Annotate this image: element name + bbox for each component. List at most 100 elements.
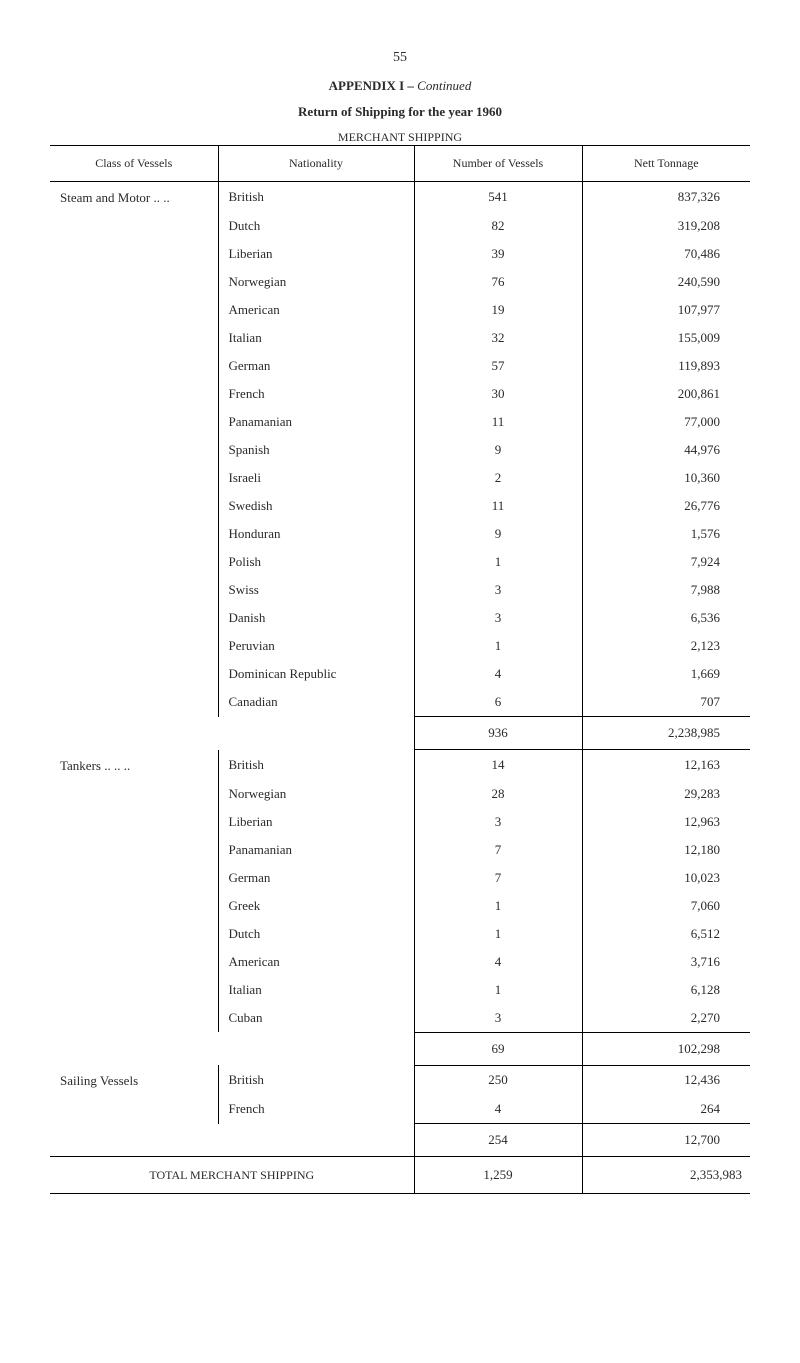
tonnage-cell: 6,536 [582,604,750,632]
table-row: Liberian3970,486 [50,240,750,268]
appendix-title: APPENDIX I – Continued [50,78,750,94]
class-cell [50,864,218,892]
number-cell: 1 [414,892,582,920]
table-row: Dutch16,512 [50,920,750,948]
class-cell [50,1004,218,1033]
shipping-table: Class of Vessels Nationality Number of V… [50,145,750,1194]
nationality-cell: Panamanian [218,408,414,436]
subtotal-tonnage: 102,298 [582,1032,750,1065]
nationality-cell: Liberian [218,240,414,268]
nationality-cell: American [218,296,414,324]
tonnage-cell: 12,963 [582,808,750,836]
class-cell [50,548,218,576]
number-cell: 57 [414,352,582,380]
tonnage-cell: 26,776 [582,492,750,520]
table-row: Tankers .. .. ..British1412,163 [50,750,750,780]
total-row: TOTAL MERCHANT SHIPPING1,2592,353,983 [50,1157,750,1194]
nationality-cell: American [218,948,414,976]
number-cell: 1 [414,632,582,660]
nationality-cell: Israeli [218,464,414,492]
table-row: Italian32155,009 [50,324,750,352]
number-cell: 11 [414,408,582,436]
class-cell: Sailing Vessels [50,1065,218,1095]
return-title: Return of Shipping for the year 1960 [50,104,750,120]
number-cell: 1 [414,920,582,948]
subtotal-number: 69 [414,1032,582,1065]
nationality-cell: Norwegian [218,268,414,296]
class-cell [50,380,218,408]
nationality-cell: Honduran [218,520,414,548]
number-cell: 3 [414,604,582,632]
nationality-cell: Peruvian [218,632,414,660]
class-cell [50,808,218,836]
table-row: American43,716 [50,948,750,976]
number-cell: 4 [414,1095,582,1124]
class-cell [50,948,218,976]
class-cell [50,892,218,920]
number-cell: 2 [414,464,582,492]
class-cell [50,352,218,380]
tonnage-cell: 7,924 [582,548,750,576]
number-cell: 14 [414,750,582,780]
table-row: Peruvian12,123 [50,632,750,660]
tonnage-cell: 1,576 [582,520,750,548]
nationality-cell: Swiss [218,576,414,604]
nationality-cell: Greek [218,892,414,920]
nationality-cell: Italian [218,324,414,352]
subtotal-empty [50,1124,218,1157]
nationality-cell: Dutch [218,212,414,240]
tonnage-cell: 1,669 [582,660,750,688]
nationality-cell: Dutch [218,920,414,948]
table-row: Cuban32,270 [50,1004,750,1033]
number-cell: 4 [414,660,582,688]
class-cell [50,324,218,352]
subtotal-empty [218,717,414,750]
tonnage-cell: 12,180 [582,836,750,864]
nationality-cell: Swedish [218,492,414,520]
tonnage-cell: 107,977 [582,296,750,324]
table-header-row: Class of Vessels Nationality Number of V… [50,146,750,182]
table-row: Danish36,536 [50,604,750,632]
tonnage-cell: 6,128 [582,976,750,1004]
header-number: Number of Vessels [414,146,582,182]
nationality-cell: Norwegian [218,780,414,808]
tonnage-cell: 2,270 [582,1004,750,1033]
total-number: 1,259 [414,1157,582,1194]
class-cell [50,604,218,632]
table-row: Panamanian712,180 [50,836,750,864]
number-cell: 1 [414,548,582,576]
nationality-cell: Cuban [218,1004,414,1033]
table-row: Dutch82319,208 [50,212,750,240]
table-row: Steam and Motor .. ..British541837,326 [50,182,750,213]
subtotal-empty [50,717,218,750]
class-cell [50,920,218,948]
number-cell: 250 [414,1065,582,1095]
subtotal-number: 936 [414,717,582,750]
tonnage-cell: 7,060 [582,892,750,920]
tonnage-cell: 240,590 [582,268,750,296]
appendix-label: APPENDIX I – [329,78,414,93]
class-cell [50,464,218,492]
subtotal-tonnage: 2,238,985 [582,717,750,750]
tonnage-cell: 44,976 [582,436,750,464]
number-cell: 3 [414,808,582,836]
number-cell: 1 [414,976,582,1004]
tonnage-cell: 7,988 [582,576,750,604]
table-row: Polish17,924 [50,548,750,576]
number-cell: 19 [414,296,582,324]
class-cell [50,1095,218,1124]
table-row: German57119,893 [50,352,750,380]
number-cell: 11 [414,492,582,520]
total-tonnage: 2,353,983 [582,1157,750,1194]
page-number: 55 [50,50,750,66]
nationality-cell: Italian [218,976,414,1004]
table-row: French30200,861 [50,380,750,408]
tonnage-cell: 12,436 [582,1065,750,1095]
table-row: Honduran91,576 [50,520,750,548]
table-row: Greek17,060 [50,892,750,920]
table-row: Dominican Republic41,669 [50,660,750,688]
subtotal-row: 69102,298 [50,1032,750,1065]
table-row: Liberian312,963 [50,808,750,836]
tonnage-cell: 70,486 [582,240,750,268]
tonnage-cell: 3,716 [582,948,750,976]
